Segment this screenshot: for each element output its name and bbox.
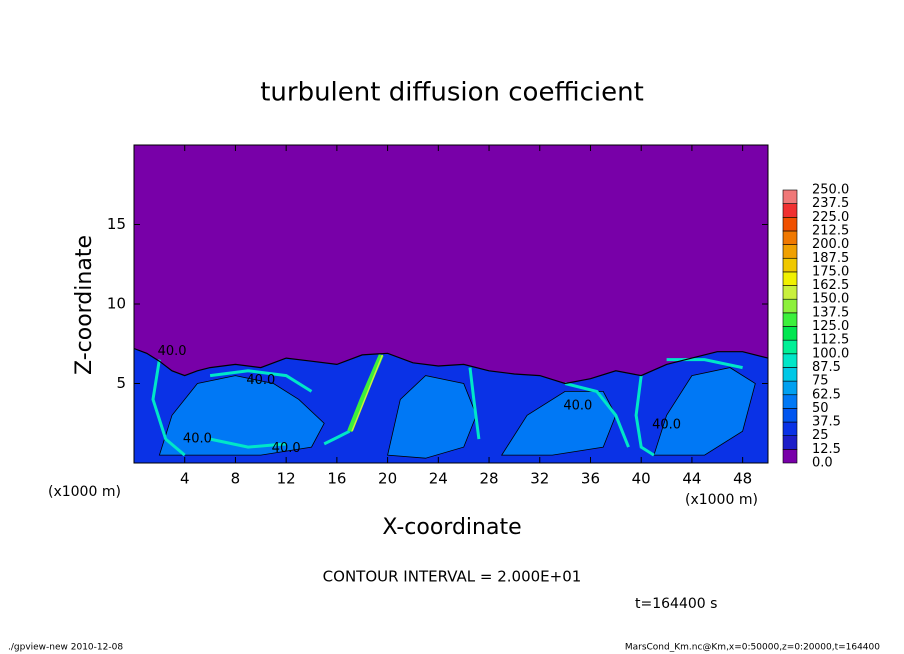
contour-line — [133, 347, 769, 385]
colorbar-box — [782, 449, 798, 464]
colorbar-box — [782, 326, 798, 341]
colorbar-label: 100.0 — [812, 346, 849, 361]
contour-label: 40.0 — [272, 441, 301, 456]
field-streak — [347, 353, 384, 433]
x-tick-label: 20 — [378, 470, 397, 488]
colorbar-box — [782, 230, 798, 245]
y-tick-label: 5 — [116, 374, 126, 392]
x-tick-label: 24 — [429, 470, 448, 488]
colorbar-label: 175.0 — [812, 264, 849, 279]
contour-label: 40.0 — [183, 432, 212, 447]
colorbar-box — [782, 435, 798, 450]
colorbar-label: 212.5 — [812, 223, 849, 238]
field-streak — [666, 358, 743, 370]
colorbar-box — [782, 394, 798, 409]
colorbar-box — [782, 257, 798, 273]
x-tick-label: 28 — [479, 470, 498, 488]
y-tick-label: 10 — [107, 295, 126, 313]
colorbar-label: 75 — [812, 374, 829, 389]
x-tick-label: 40 — [632, 470, 651, 488]
x-unit-label: (x1000 m) — [685, 492, 758, 508]
colorbar-box — [782, 189, 798, 204]
colorbar-box — [782, 271, 798, 286]
field-streak — [634, 375, 655, 457]
colorbar-box — [782, 203, 798, 218]
field-region — [500, 390, 617, 456]
y-unit-label: (x1000 m) — [48, 484, 121, 500]
colorbar-label: 125.0 — [812, 319, 849, 334]
x-tick-label: 8 — [231, 470, 241, 488]
contour-label: 40.0 — [158, 344, 187, 359]
colorbar-label: 162.5 — [812, 278, 849, 293]
colorbar-box — [782, 217, 798, 232]
field-streak — [564, 382, 630, 448]
colorbar-label: 0.0 — [812, 456, 833, 471]
x-tick-label: 32 — [530, 470, 549, 488]
contour-label: 40.0 — [563, 398, 592, 413]
x-axis-label: X-coordinate — [382, 515, 521, 540]
colorbar-box — [782, 421, 798, 436]
x-tick-label: 4 — [180, 470, 190, 488]
colorbar-label: 12.5 — [812, 442, 841, 457]
chart-title: turbulent diffusion coefficient — [260, 78, 644, 108]
colorbar-box — [782, 339, 798, 355]
colorbar-label: 200.0 — [812, 237, 849, 252]
colorbar-label: 87.5 — [812, 360, 841, 375]
y-tick-label: 15 — [107, 215, 126, 233]
field-region — [158, 375, 325, 456]
colorbar-label: 62.5 — [812, 387, 841, 402]
colorbar-label: 137.5 — [812, 305, 849, 320]
colorbar-label: 150.0 — [812, 292, 849, 307]
field-region — [653, 367, 756, 456]
contour-label: 40.0 — [652, 417, 681, 432]
colorbar-box — [782, 244, 798, 259]
colorbar-label: 112.5 — [812, 333, 849, 348]
field-streak — [323, 429, 351, 446]
time-label: t=164400 s — [635, 596, 717, 612]
colorbar-label: 37.5 — [812, 415, 841, 430]
field-streak — [151, 359, 186, 457]
x-tick-label: 44 — [682, 470, 701, 488]
colorbar-label: 187.5 — [812, 251, 849, 266]
colorbar-box — [782, 353, 798, 368]
x-tick-label: 36 — [581, 470, 600, 488]
colorbar-label: 25 — [812, 428, 829, 443]
footer-left: ./gpview-new 2010-12-08 — [8, 643, 123, 653]
colorbar-box — [782, 285, 798, 300]
contour-interval: CONTOUR INTERVAL = 2.000E+01 — [323, 568, 582, 586]
colorbar-label: 237.5 — [812, 196, 849, 211]
field-region — [387, 375, 477, 459]
colorbar-box — [782, 298, 798, 314]
colorbar-label: 250.0 — [812, 183, 849, 198]
field-streak — [351, 354, 384, 432]
y-axis-label: Z-coordinate — [72, 235, 97, 375]
x-tick-label: 48 — [733, 470, 752, 488]
colorbar-box — [782, 380, 798, 396]
field-streak — [209, 369, 313, 393]
colorbar-box — [782, 312, 798, 327]
footer-right: MarsCond_Km.nc@Km,x=0:50000,z=0:20000,t=… — [625, 643, 880, 653]
x-tick-label: 12 — [277, 470, 296, 488]
colorbar-box — [782, 367, 798, 382]
contour-label: 40.0 — [246, 373, 275, 388]
colorbar-label: 50 — [812, 401, 829, 416]
colorbar-label: 225.0 — [812, 210, 849, 225]
field-streak — [468, 367, 481, 440]
colorbar-box — [782, 408, 798, 423]
x-tick-label: 16 — [327, 470, 346, 488]
field-streak — [209, 437, 287, 449]
